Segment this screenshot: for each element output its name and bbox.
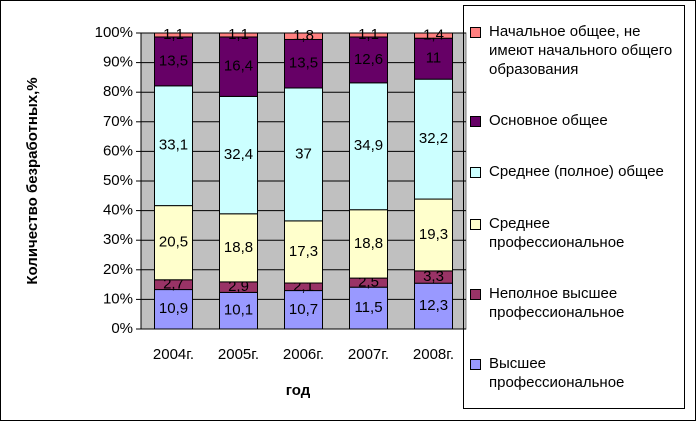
x-tick-label: 2005г. bbox=[218, 346, 259, 363]
data-label: 12,3 bbox=[419, 297, 448, 314]
legend-marker bbox=[470, 218, 481, 230]
x-tick-label: 2006г. bbox=[283, 346, 324, 363]
bar-segment bbox=[284, 87, 323, 222]
y-tick-label: 90% bbox=[103, 54, 133, 71]
data-label: 12,6 bbox=[354, 51, 383, 68]
legend: Начальное общее, не имеют начального общ… bbox=[463, 5, 685, 409]
y-tick-label: 50% bbox=[103, 172, 133, 189]
data-label: 11,5 bbox=[354, 299, 382, 316]
legend-label: Высшее профессиональное bbox=[489, 354, 625, 391]
legend-marker bbox=[470, 116, 481, 128]
data-label: 20,5 bbox=[159, 234, 188, 251]
bar-segment bbox=[284, 32, 323, 40]
bar-segment bbox=[219, 213, 258, 283]
data-label: 37 bbox=[295, 145, 312, 162]
data-label: 16,4 bbox=[224, 58, 253, 75]
bar-segment bbox=[154, 85, 193, 207]
legend-label: Неполное высшее профессиональное bbox=[489, 284, 625, 321]
legend-marker bbox=[470, 167, 481, 179]
bar-segment bbox=[154, 36, 193, 87]
bar-segment bbox=[414, 198, 453, 272]
data-label: 13,5 bbox=[289, 55, 318, 72]
data-label: 1,1 bbox=[163, 26, 184, 43]
data-label: 19,3 bbox=[419, 226, 448, 243]
x-axis-title: год bbox=[286, 382, 311, 399]
legend-item: Начальное общее, не имеют начального общ… bbox=[470, 22, 684, 79]
data-label: 17,3 bbox=[289, 243, 318, 260]
data-label: 32,2 bbox=[419, 130, 448, 147]
legend-item: Неполное высшее профессиональное bbox=[470, 284, 684, 322]
bar-segment bbox=[219, 36, 258, 97]
y-tick-label: 30% bbox=[103, 231, 133, 248]
data-label: 3,3 bbox=[423, 268, 444, 285]
legend-marker bbox=[470, 27, 481, 39]
legend-label: Среднее (полное) общее bbox=[489, 163, 664, 181]
bar-segment bbox=[219, 32, 258, 38]
bar-segment bbox=[349, 32, 388, 38]
bar-segment bbox=[219, 291, 258, 330]
data-label: 1,4 bbox=[423, 27, 444, 44]
y-tick-label: 0% bbox=[111, 320, 133, 337]
bar-segment bbox=[154, 289, 193, 330]
data-label: 1,8 bbox=[293, 27, 314, 44]
y-tick-label: 40% bbox=[103, 202, 133, 219]
bar-segment bbox=[284, 220, 323, 284]
y-tick-label: 70% bbox=[103, 113, 133, 130]
x-tick-label: 2007г. bbox=[348, 346, 389, 363]
data-label: 33,1 bbox=[159, 137, 188, 154]
data-label: 13,5 bbox=[159, 52, 188, 69]
data-label: 1,1 bbox=[228, 26, 249, 43]
y-tick-label: 10% bbox=[103, 290, 133, 307]
bar-segment bbox=[349, 286, 388, 330]
data-label: 18,8 bbox=[354, 235, 383, 252]
legend-item: Высшее профессиональное bbox=[470, 354, 684, 392]
data-label: 34,9 bbox=[354, 137, 383, 154]
legend-label: Основное общее bbox=[489, 112, 608, 130]
y-axis-title: Количество безработных,% bbox=[24, 77, 41, 284]
data-label: 10,7 bbox=[289, 301, 318, 318]
legend-item: Среднее профессиональное bbox=[470, 214, 684, 252]
legend-marker bbox=[470, 288, 481, 300]
data-label: 10,9 bbox=[159, 300, 188, 317]
data-label: 18,8 bbox=[224, 239, 253, 256]
bar-segment bbox=[154, 205, 193, 281]
y-tick-label: 60% bbox=[103, 142, 133, 159]
data-label: 1,1 bbox=[358, 26, 379, 43]
legend-item: Основное общее bbox=[470, 111, 684, 130]
legend-label: Среднее профессиональное bbox=[489, 214, 625, 251]
data-label: 11 bbox=[426, 50, 442, 67]
bar-segment bbox=[349, 82, 388, 211]
x-tick-label: 2008г. bbox=[413, 346, 454, 363]
data-label: 32,4 bbox=[224, 146, 253, 163]
bar-segment bbox=[414, 37, 453, 80]
y-tick-label: 80% bbox=[103, 83, 133, 100]
y-tick-label: 100% bbox=[95, 24, 133, 41]
bar-segment bbox=[154, 32, 193, 38]
y-tick-label: 20% bbox=[103, 261, 133, 278]
x-tick-label: 2004г. bbox=[153, 346, 194, 363]
legend-item: Среднее (полное) общее bbox=[470, 162, 684, 181]
bar-segment bbox=[414, 78, 453, 200]
data-label: 10,1 bbox=[224, 302, 253, 319]
bar-segment bbox=[414, 32, 453, 39]
legend-marker bbox=[470, 358, 481, 370]
bar-segment bbox=[414, 282, 453, 330]
legend-label: Начальное общее, не имеют начального общ… bbox=[489, 23, 673, 79]
